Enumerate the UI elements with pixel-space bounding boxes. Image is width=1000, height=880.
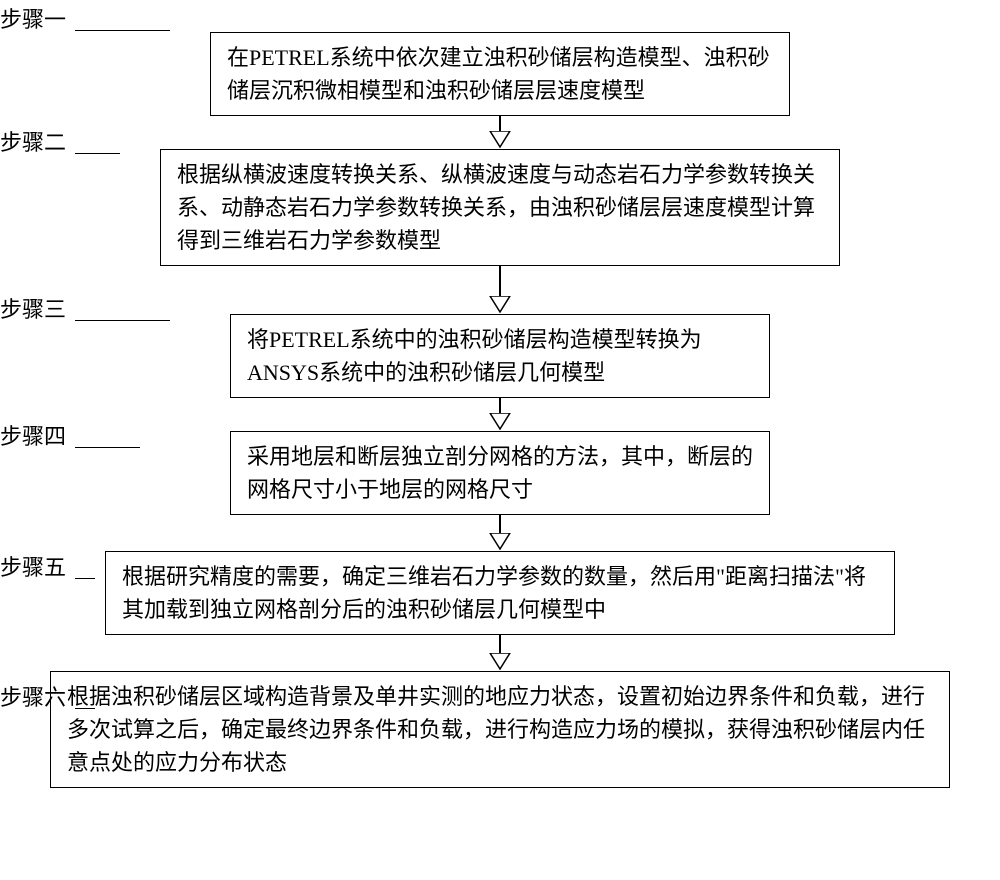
step-4-label: 步骤四 <box>0 419 66 451</box>
step-3-box: 将PETREL系统中的浊积砂储层构造模型转换为ANSYS系统中的浊积砂储层几何模… <box>230 314 770 398</box>
step-1-label: 步骤一 <box>0 2 66 34</box>
step-5-label: 步骤五 <box>0 550 66 582</box>
arrow-5 <box>488 635 512 671</box>
step-4-box: 采用地层和断层独立剖分网格的方法，其中，断层的网格尺寸小于地层的网格尺寸 <box>230 431 770 515</box>
step-6-line <box>75 708 95 709</box>
step-5-line <box>75 578 95 579</box>
arrow-1 <box>488 116 512 149</box>
step-2-label: 步骤二 <box>0 125 66 157</box>
arrow-head-icon <box>488 296 512 314</box>
step-2-line <box>75 153 120 154</box>
step-3-line <box>75 320 170 321</box>
arrow-4 <box>488 515 512 551</box>
arrow-3 <box>488 398 512 431</box>
arrow-head-icon <box>488 131 512 149</box>
arrow-head-icon <box>488 413 512 431</box>
step-4-line <box>75 447 140 448</box>
arrow-2 <box>488 266 512 314</box>
arrow-head-icon <box>488 653 512 671</box>
step-3-label: 步骤三 <box>0 292 66 324</box>
step-5-box: 根据研究精度的需要，确定三维岩石力学参数的数量，然后用"距离扫描法"将其加载到独… <box>105 551 895 635</box>
step-1-box: 在PETREL系统中依次建立浊积砂储层构造模型、浊积砂储层沉积微相模型和浊积砂储… <box>210 32 790 116</box>
step-6-label: 步骤六 <box>0 680 66 712</box>
step-1-line <box>75 30 170 31</box>
arrow-head-icon <box>488 533 512 551</box>
flowchart-container: 步骤一 在PETREL系统中依次建立浊积砂储层构造模型、浊积砂储层沉积微相模型和… <box>40 20 960 788</box>
step-6-box: 根据浊积砂储层区域构造背景及单井实测的地应力状态，设置初始边界条件和负载，进行多… <box>50 671 950 788</box>
step-2-box: 根据纵横波速度转换关系、纵横波速度与动态岩石力学参数转换关系、动静态岩石力学参数… <box>160 149 840 266</box>
